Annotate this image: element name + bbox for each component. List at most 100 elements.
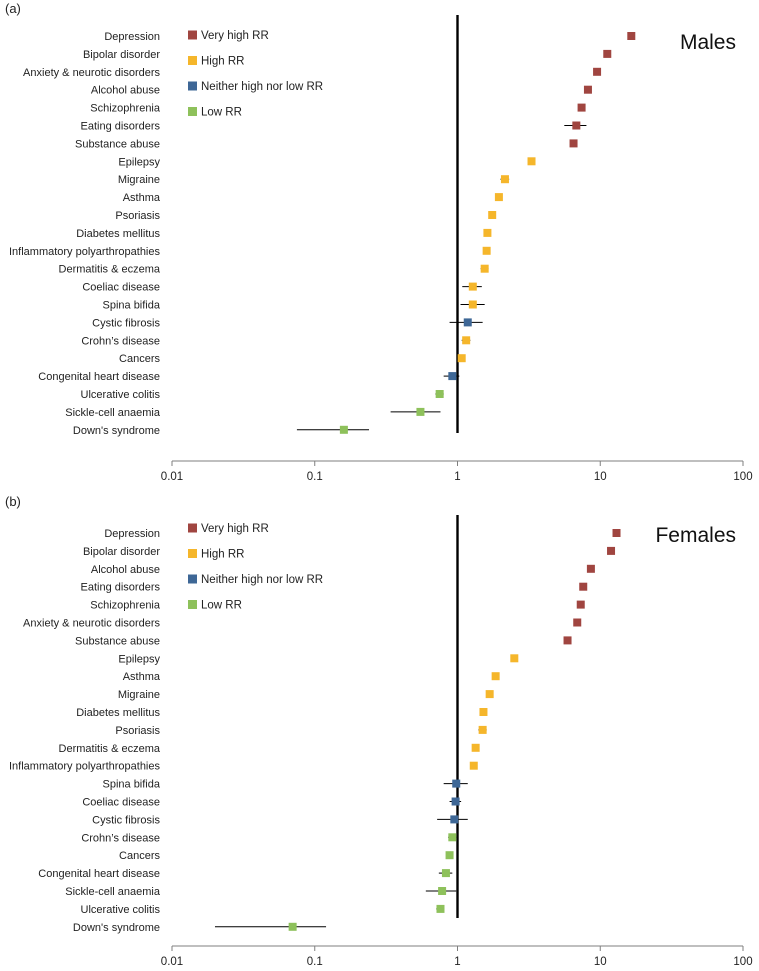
row-label-females: Ulcerative colitis	[81, 904, 161, 916]
rr-point-females	[485, 690, 494, 699]
rr-point-males	[468, 282, 477, 291]
rr-point-males	[527, 157, 536, 166]
rr-point-females	[563, 636, 572, 645]
legend-label-males: Very high RR	[201, 30, 269, 42]
row-label-females: Cancers	[119, 850, 160, 862]
row-label-males: Psoriasis	[115, 210, 160, 222]
row-label-males: Epilepsy	[118, 156, 160, 168]
rr-point-females	[288, 922, 297, 931]
row-label-females: Diabetes mellitus	[76, 707, 160, 719]
x-tick-label-males: 0.1	[307, 471, 323, 483]
row-label-females: Asthma	[123, 671, 161, 683]
legend-swatch-males	[188, 81, 197, 91]
rr-point-females	[450, 815, 459, 824]
x-tick-label-males: 10	[594, 471, 607, 483]
rr-point-males	[583, 85, 592, 94]
rr-point-males	[572, 121, 581, 130]
x-tick-label-females: 100	[733, 956, 752, 968]
legend-swatch-males	[188, 56, 197, 65]
row-label-females: Epilepsy	[118, 653, 160, 665]
rr-point-males	[462, 336, 471, 345]
row-label-males: Down's syndrome	[73, 425, 160, 437]
row-label-males: Depression	[104, 31, 160, 43]
panel-title-females: Females	[655, 524, 736, 547]
row-label-females: Inflammatory polyarthropathies	[9, 761, 161, 773]
rr-point-females	[510, 654, 519, 663]
row-label-males: Eating disorders	[81, 121, 161, 133]
legend-swatch-males	[188, 30, 197, 40]
rr-point-males	[435, 390, 444, 398]
x-tick-label-females: 0.1	[307, 956, 323, 968]
row-label-females: Dermatitis & eczema	[59, 743, 161, 755]
rr-point-females	[452, 779, 461, 788]
row-label-males: Ulcerative colitis	[81, 389, 161, 401]
rr-point-females	[586, 564, 595, 573]
row-label-males: Cystic fibrosis	[92, 317, 160, 329]
row-label-females: Substance abuse	[75, 635, 160, 647]
rr-point-males	[468, 300, 477, 309]
row-label-males: Congenital heart disease	[38, 371, 160, 383]
row-label-females: Psoriasis	[115, 725, 160, 737]
rr-point-females	[478, 725, 487, 734]
row-label-females: Depression	[104, 528, 160, 540]
row-label-males: Dermatitis & eczema	[59, 264, 161, 276]
row-label-females: Congenital heart disease	[38, 868, 160, 880]
row-label-males: Spina bifida	[103, 300, 161, 312]
rr-point-males	[482, 246, 491, 255]
row-label-females: Bipolar disorder	[83, 546, 160, 558]
rr-point-females	[448, 833, 457, 842]
row-label-males: Schizophrenia	[90, 103, 161, 115]
rr-point-males	[488, 211, 497, 219]
row-label-females: Alcohol abuse	[91, 564, 160, 576]
panel-title-males: Males	[680, 31, 736, 54]
row-label-males: Inflammatory polyarthropathies	[9, 246, 161, 258]
rr-point-males	[627, 32, 636, 40]
x-tick-label-males: 0.01	[161, 471, 183, 483]
rr-point-females	[451, 797, 460, 806]
row-label-females: Migraine	[118, 689, 160, 701]
legend-swatch-females	[188, 574, 197, 584]
legend-swatch-females	[188, 549, 197, 558]
rr-point-males	[494, 193, 503, 202]
row-label-females: Crohn’s disease	[81, 832, 160, 844]
rr-point-males	[593, 67, 602, 76]
rr-point-females	[579, 582, 588, 591]
rr-point-females	[573, 618, 582, 627]
rr-point-males	[339, 425, 348, 434]
row-label-males: Diabetes mellitus	[76, 228, 160, 240]
row-label-males: Sickle-cell anaemia	[65, 407, 161, 419]
rr-point-females	[471, 743, 480, 752]
row-label-females: Anxiety & neurotic disorders	[23, 618, 160, 630]
row-label-males: Substance abuse	[75, 138, 160, 150]
rr-point-males	[457, 354, 466, 363]
legend-label-females: Low RR	[201, 600, 242, 612]
rr-point-males	[480, 264, 489, 273]
rr-point-males	[416, 407, 425, 416]
rr-point-females	[469, 761, 478, 770]
legend-label-males: High RR	[201, 56, 244, 68]
rr-point-males	[500, 175, 509, 184]
rr-point-females	[445, 851, 454, 860]
x-tick-label-females: 1	[454, 956, 460, 968]
rr-point-females	[441, 869, 450, 878]
legend-swatch-females	[188, 600, 197, 609]
rr-point-females	[491, 672, 500, 681]
rr-point-males	[483, 228, 492, 237]
row-label-females: Eating disorders	[81, 582, 161, 594]
row-label-males: Coeliac disease	[82, 282, 160, 294]
row-label-females: Down's syndrome	[73, 922, 160, 934]
row-label-females: Sickle-cell anaemia	[65, 886, 161, 898]
rr-point-males	[448, 372, 457, 381]
row-label-males: Bipolar disorder	[83, 49, 160, 61]
rr-point-females	[436, 904, 445, 913]
rr-point-females	[612, 529, 621, 537]
rr-point-males	[569, 139, 578, 148]
row-label-males: Cancers	[119, 353, 160, 365]
x-tick-label-females: 0.01	[161, 956, 183, 968]
row-label-males: Anxiety & neurotic disorders	[23, 67, 160, 79]
legend-swatch-males	[188, 107, 197, 116]
row-label-females: Spina bifida	[103, 779, 161, 791]
legend-label-females: Very high RR	[201, 523, 269, 535]
legend-label-males: Neither high nor low RR	[201, 81, 323, 93]
